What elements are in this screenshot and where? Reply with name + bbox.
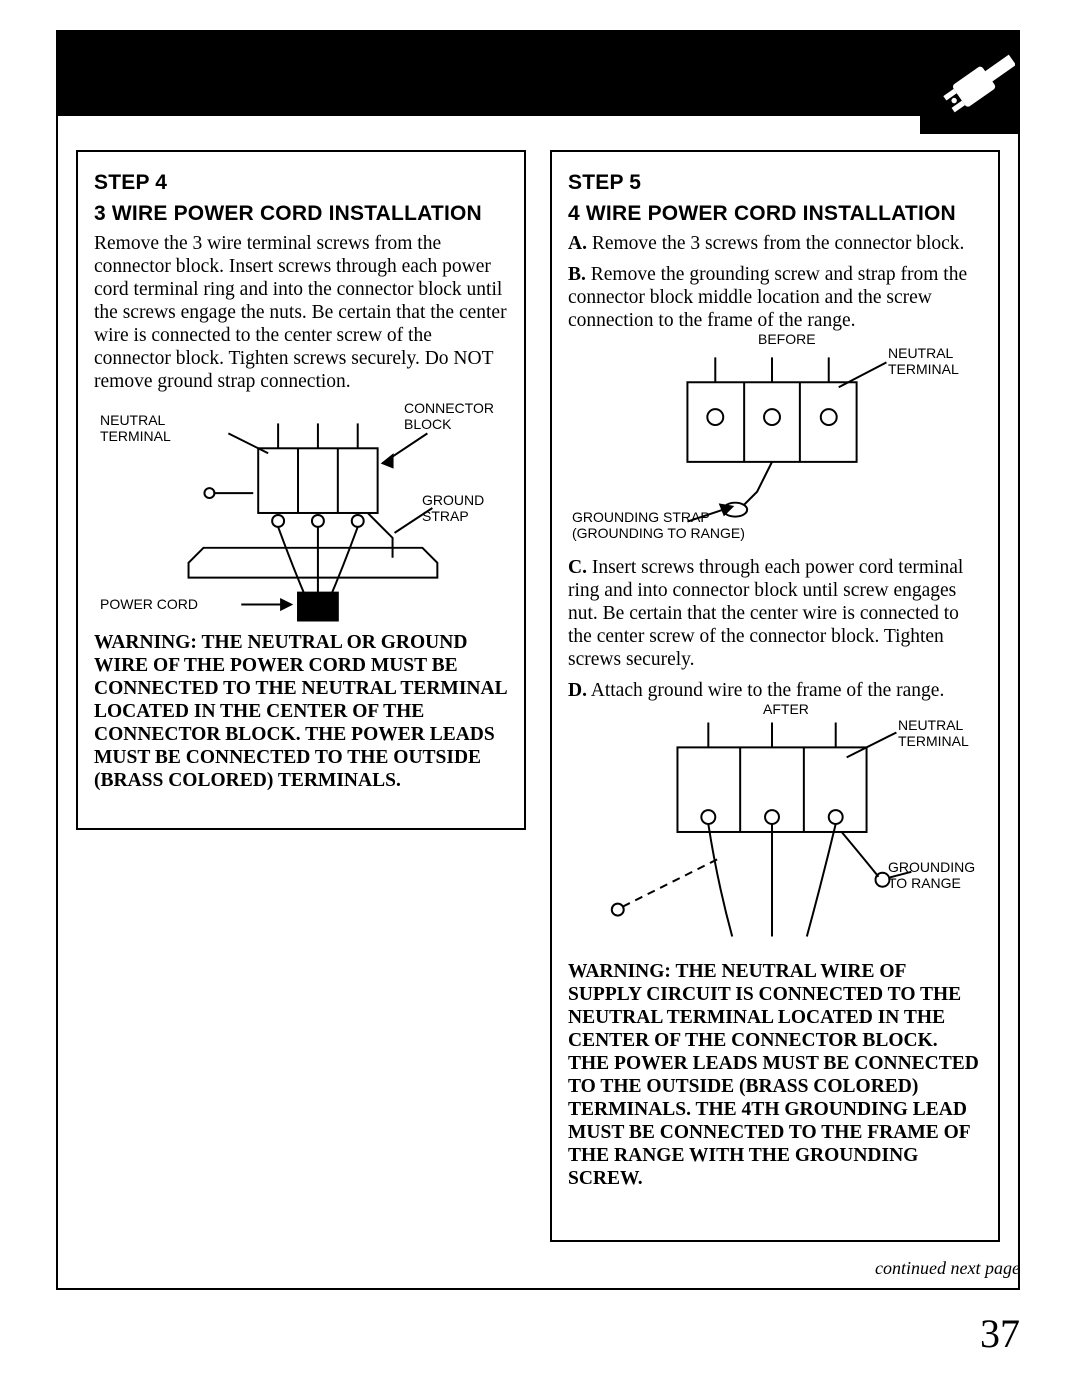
step5-figure-before: BEFORE NEUTRALTERMINAL GROUNDING STRAP(G… [568, 332, 982, 542]
step4-label: STEP 4 [94, 170, 508, 195]
step5-para-b: B. Remove the grounding screw and strap … [568, 263, 982, 332]
text-b: Remove the grounding screw and strap fro… [568, 264, 967, 331]
step4-title: 3 WIRE POWER CORD INSTALLATION [94, 201, 508, 226]
step4-panel: STEP 4 3 WIRE POWER CORD INSTALLATION Re… [76, 150, 526, 830]
step5-title: 4 WIRE POWER CORD INSTALLATION [568, 201, 982, 226]
annot-ground-strap: GROUNDSTRAP [422, 493, 484, 524]
step4-figure: NEUTRALTERMINAL CONNECTORBLOCK GROUNDSTR… [94, 393, 508, 623]
annot-neutral-terminal-b: NEUTRALTERMINAL [888, 346, 959, 377]
lead-c: C. [568, 557, 587, 578]
lead-a: A. [568, 233, 587, 254]
step4-paragraph: Remove the 3 wire terminal screws from t… [94, 232, 508, 393]
step5-figure-after: AFTER NEUTRALTERMINAL GROUNDINGTO RANGE [568, 702, 982, 952]
annot-neutral-terminal: NEUTRALTERMINAL [100, 413, 171, 444]
annot-grounding-strap: GROUNDING STRAP(GROUNDING TO RANGE) [572, 510, 745, 541]
text-d: Attach ground wire to the frame of the r… [587, 680, 944, 701]
step5-panel: STEP 5 4 WIRE POWER CORD INSTALLATION A.… [550, 150, 1000, 1242]
step5-warning: WARNING: THE NEUTRAL WIRE OF SUPPLY CIRC… [568, 960, 982, 1190]
lead-d: D. [568, 680, 587, 701]
step5-para-d: D. Attach ground wire to the frame of th… [568, 679, 982, 702]
annot-after: AFTER [763, 702, 809, 717]
continued-label: continued next page [875, 1258, 1020, 1279]
annot-grounding-to-range: GROUNDINGTO RANGE [888, 860, 975, 891]
step5-label: STEP 5 [568, 170, 982, 195]
text-a: Remove the 3 screws from the connector b… [587, 233, 964, 254]
page-number: 37 [980, 1310, 1020, 1357]
step4-warning: WARNING: THE NEUTRAL OR GROUND WIRE OF T… [94, 631, 508, 792]
text-c: Insert screws through each power cord te… [568, 557, 963, 670]
step5-para-a: A. Remove the 3 screws from the connecto… [568, 232, 982, 255]
annot-power-cord: POWER CORD [100, 597, 198, 612]
annot-before: BEFORE [758, 332, 816, 347]
power-plug-icon [920, 34, 1020, 134]
annot-neutral-terminal-a: NEUTRALTERMINAL [898, 718, 969, 749]
lead-b: B. [568, 264, 586, 285]
step5-para-c: C. Insert screws through each power cord… [568, 556, 982, 671]
annot-connector-block: CONNECTORBLOCK [404, 401, 494, 432]
